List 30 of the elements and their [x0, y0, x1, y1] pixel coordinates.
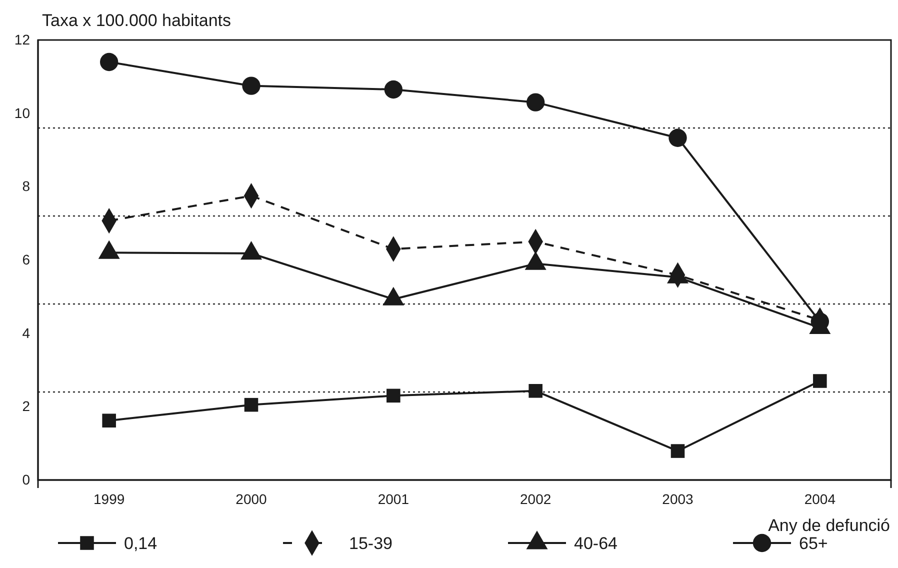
y-tick-label: 12	[14, 31, 30, 48]
legend-label: 15-39	[349, 534, 392, 553]
x-tick-label: 2000	[236, 490, 268, 507]
legend-label: 40-64	[574, 534, 618, 553]
point	[668, 128, 687, 147]
point	[386, 388, 400, 403]
point	[244, 398, 258, 412]
x-tick-label: 1999	[94, 490, 125, 507]
point	[670, 444, 685, 458]
y-tick-label: 6	[22, 251, 30, 268]
x-axis-title: Any de defunció	[768, 516, 890, 535]
y-tick-label: 2	[22, 398, 30, 414]
point	[813, 374, 827, 388]
point	[526, 93, 545, 112]
y-tick-label: 8	[22, 178, 30, 194]
y-tick-label: 0	[22, 471, 30, 488]
legend-label: 0,14	[124, 534, 158, 553]
x-tick-label: 2001	[378, 490, 410, 507]
y-tick-label: 4	[22, 324, 30, 341]
point	[242, 76, 260, 95]
x-tick-label: 2004	[804, 490, 836, 507]
point	[384, 80, 403, 99]
y-tick-label: 10	[14, 104, 30, 121]
y-axis-title: Taxa x 100.000 habitants	[42, 11, 232, 30]
point	[100, 52, 118, 72]
point	[528, 384, 542, 398]
legend-label: 65+	[799, 534, 828, 553]
point	[102, 414, 116, 428]
x-tick-label: 2003	[662, 490, 694, 507]
x-tick-label: 2002	[520, 490, 552, 507]
